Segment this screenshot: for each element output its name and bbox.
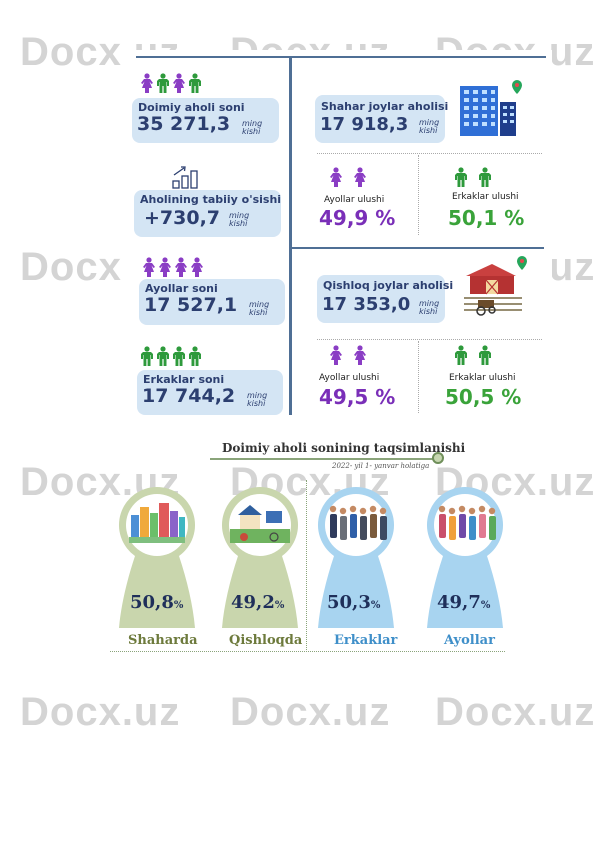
keyhole-men <box>317 487 395 628</box>
city-illustration <box>129 503 185 543</box>
women-share-value: 49,7% <box>437 592 491 613</box>
watermark: Docx.uz <box>435 690 595 734</box>
male-icons <box>140 346 202 366</box>
male-icon <box>188 346 202 366</box>
urban-women-share-value: 49,9 % <box>319 206 396 230</box>
female-icon <box>329 345 343 365</box>
women-illustration <box>438 505 496 540</box>
female-icon <box>172 73 186 93</box>
card-value: 17 744,2 <box>142 385 236 407</box>
title-knob <box>432 452 444 464</box>
watermark: Docx.uz <box>230 690 391 734</box>
rural-share-value: 49,2% <box>231 592 285 613</box>
women-label: Ayollar <box>444 633 495 648</box>
male-icon <box>454 345 468 365</box>
female-icon <box>158 257 172 277</box>
urban-share-value: 50,8% <box>130 592 184 613</box>
male-icon <box>172 346 186 366</box>
growth-chart-icon <box>172 166 198 189</box>
dotted-divider <box>418 155 419 235</box>
watermark: Docx.uz <box>20 690 181 734</box>
rural-label: Qishloqda <box>229 633 303 648</box>
card-label: Shahar joylar aholisi <box>321 100 449 113</box>
card-permanent-population: Doimiy aholi soni 35 271,3 ming kishi <box>132 98 279 143</box>
female-icon <box>140 73 154 93</box>
card-unit: ming kishi <box>229 211 250 228</box>
card-label: Qishloq joylar aholisi <box>323 279 454 292</box>
rural-women-share-label: Ayollar ulushi <box>319 373 380 383</box>
male-icon <box>188 73 202 93</box>
title-underline <box>210 458 438 460</box>
dotted-divider <box>306 480 307 650</box>
mixed-people-icons <box>140 73 202 93</box>
male-icon <box>478 167 492 187</box>
female-icon <box>190 257 204 277</box>
urban-women-share-label: Ayollar ulushi <box>324 195 385 205</box>
bottom-dotted-rule <box>110 651 505 652</box>
urban-label: Shaharda <box>128 633 198 648</box>
card-natural-growth: Aholining tabiiy o'sishi +730,7 ming kish… <box>134 190 281 237</box>
rural-women-share-value: 49,5 % <box>319 385 396 409</box>
distribution-title: Doimiy aholi sonining taqsimlanishi <box>222 441 466 455</box>
card-urban-population: Shahar joylar aholisi 17 918,3 ming kishi <box>315 95 449 143</box>
farm-icon <box>464 256 527 316</box>
female-icon <box>142 257 156 277</box>
keyhole-rural <box>221 487 299 628</box>
male-icon <box>478 345 492 365</box>
urban-men-share-value: 50,1 % <box>448 206 525 230</box>
rural-men-share-label: Erkaklar ulushi <box>449 373 516 383</box>
card-value: +730,7 <box>144 207 221 229</box>
card-unit: ming kishi <box>419 299 440 316</box>
card-label: Erkaklar soni <box>143 373 225 386</box>
dotted-divider <box>317 153 542 154</box>
card-women-count: Ayollar soni 17 527,1 ming kishi <box>139 279 285 325</box>
keyhole-women <box>426 487 504 628</box>
male-icon <box>140 346 154 366</box>
dotted-divider <box>418 341 419 413</box>
card-value: 17 918,3 <box>320 114 409 135</box>
card-unit: ming kishi <box>247 391 268 408</box>
card-rural-population: Qishloq joylar aholisi 17 353,0 ming kish… <box>317 275 453 323</box>
male-icon <box>156 73 170 93</box>
population-infographic: Doimiy aholi soni 35 271,3 ming kishi Aho… <box>122 50 552 420</box>
city-building-icon <box>460 80 522 136</box>
female-icon <box>174 257 188 277</box>
card-label: Ayollar soni <box>145 282 218 295</box>
horizontal-divider <box>292 247 544 249</box>
keyhole-urban <box>118 487 196 628</box>
card-label: Doimiy aholi soni <box>138 101 245 114</box>
village-illustration <box>230 505 290 543</box>
men-share-value: 50,3% <box>327 592 381 613</box>
men-label: Erkaklar <box>334 633 398 648</box>
card-value: 35 271,3 <box>137 113 231 135</box>
vertical-divider <box>289 58 292 415</box>
card-value: 17 353,0 <box>322 294 411 315</box>
card-unit: ming kishi <box>242 119 263 136</box>
female-icons <box>142 257 204 277</box>
male-icon <box>454 167 468 187</box>
dotted-divider <box>317 339 542 340</box>
male-icons <box>454 345 492 365</box>
female-icons <box>329 167 367 187</box>
card-label: Aholining tabiiy o'sishi <box>140 193 282 206</box>
female-icon <box>353 345 367 365</box>
top-rule <box>136 56 546 58</box>
male-icon <box>156 346 170 366</box>
card-unit: ming kishi <box>249 300 270 317</box>
card-men-count: Erkaklar soni 17 744,2 ming kishi <box>137 370 283 415</box>
distribution-subtitle: 2022- yil 1- yanvar holatiga <box>332 462 430 470</box>
men-illustration <box>329 505 387 540</box>
female-icons <box>329 345 367 365</box>
urban-men-share-label: Erkaklar ulushi <box>452 192 519 202</box>
card-value: 17 527,1 <box>144 294 238 316</box>
male-icons <box>454 167 492 187</box>
rural-men-share-value: 50,5 % <box>445 385 522 409</box>
card-unit: ming kishi <box>419 118 440 135</box>
female-icon <box>353 167 367 187</box>
female-icon <box>329 167 343 187</box>
